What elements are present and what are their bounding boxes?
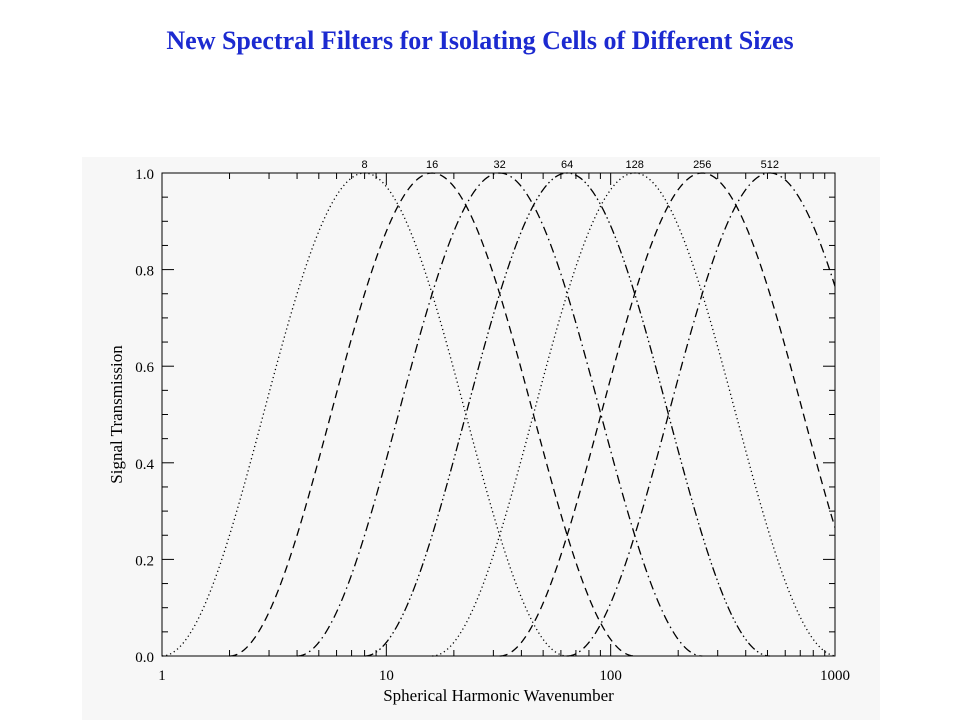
y-axis-label: Signal Transmission xyxy=(107,345,126,484)
peak-label-8: 8 xyxy=(362,159,368,171)
filter-curve-128 xyxy=(432,172,835,657)
y-tick-label: 1.0 xyxy=(135,167,154,183)
y-tick-label: 0.8 xyxy=(135,264,154,280)
axes: 0.0 0.2 0.4 0.6 0.8 1.0 1 10 100 1000 xyxy=(135,167,850,684)
y-tick-label: 0.4 xyxy=(135,457,154,473)
x-tick-label: 1 xyxy=(158,668,166,684)
x-axis-label: Spherical Harmonic Wavenumber xyxy=(383,686,614,705)
x-tick-label: 10 xyxy=(379,668,394,684)
filter-curves xyxy=(162,172,835,657)
filter-curve-16 xyxy=(229,172,635,657)
filter-curve-512 xyxy=(567,172,835,657)
peak-label-128: 128 xyxy=(626,159,644,171)
filter-chart: 0.0 0.2 0.4 0.6 0.8 1.0 1 10 100 1000 8 16 32 64 128 2… xyxy=(107,159,850,705)
peak-label-16: 16 xyxy=(426,159,438,171)
peak-label-64: 64 xyxy=(561,159,573,171)
y-tick-label: 0.2 xyxy=(135,553,154,569)
peak-labels: 8 16 32 64 128 256 512 xyxy=(362,159,779,171)
slide-title: New Spectral Filters for Isolating Cells… xyxy=(166,26,794,55)
filter-curve-64 xyxy=(364,172,770,657)
peak-label-32: 32 xyxy=(494,159,506,171)
x-tick-label: 1000 xyxy=(820,668,850,684)
y-tick-label: 0.0 xyxy=(135,650,154,666)
x-tick-label: 100 xyxy=(599,668,622,684)
filter-curve-256 xyxy=(499,172,835,657)
filter-curve-32 xyxy=(297,172,703,657)
peak-label-256: 256 xyxy=(693,159,711,171)
peak-label-512: 512 xyxy=(761,159,779,171)
y-tick-label: 0.6 xyxy=(135,360,154,376)
filter-curve-8 xyxy=(162,172,568,657)
chart-area: 0.0 0.2 0.4 0.6 0.8 1.0 1 10 100 1000 8 16 32 64 128 2… xyxy=(82,157,880,720)
